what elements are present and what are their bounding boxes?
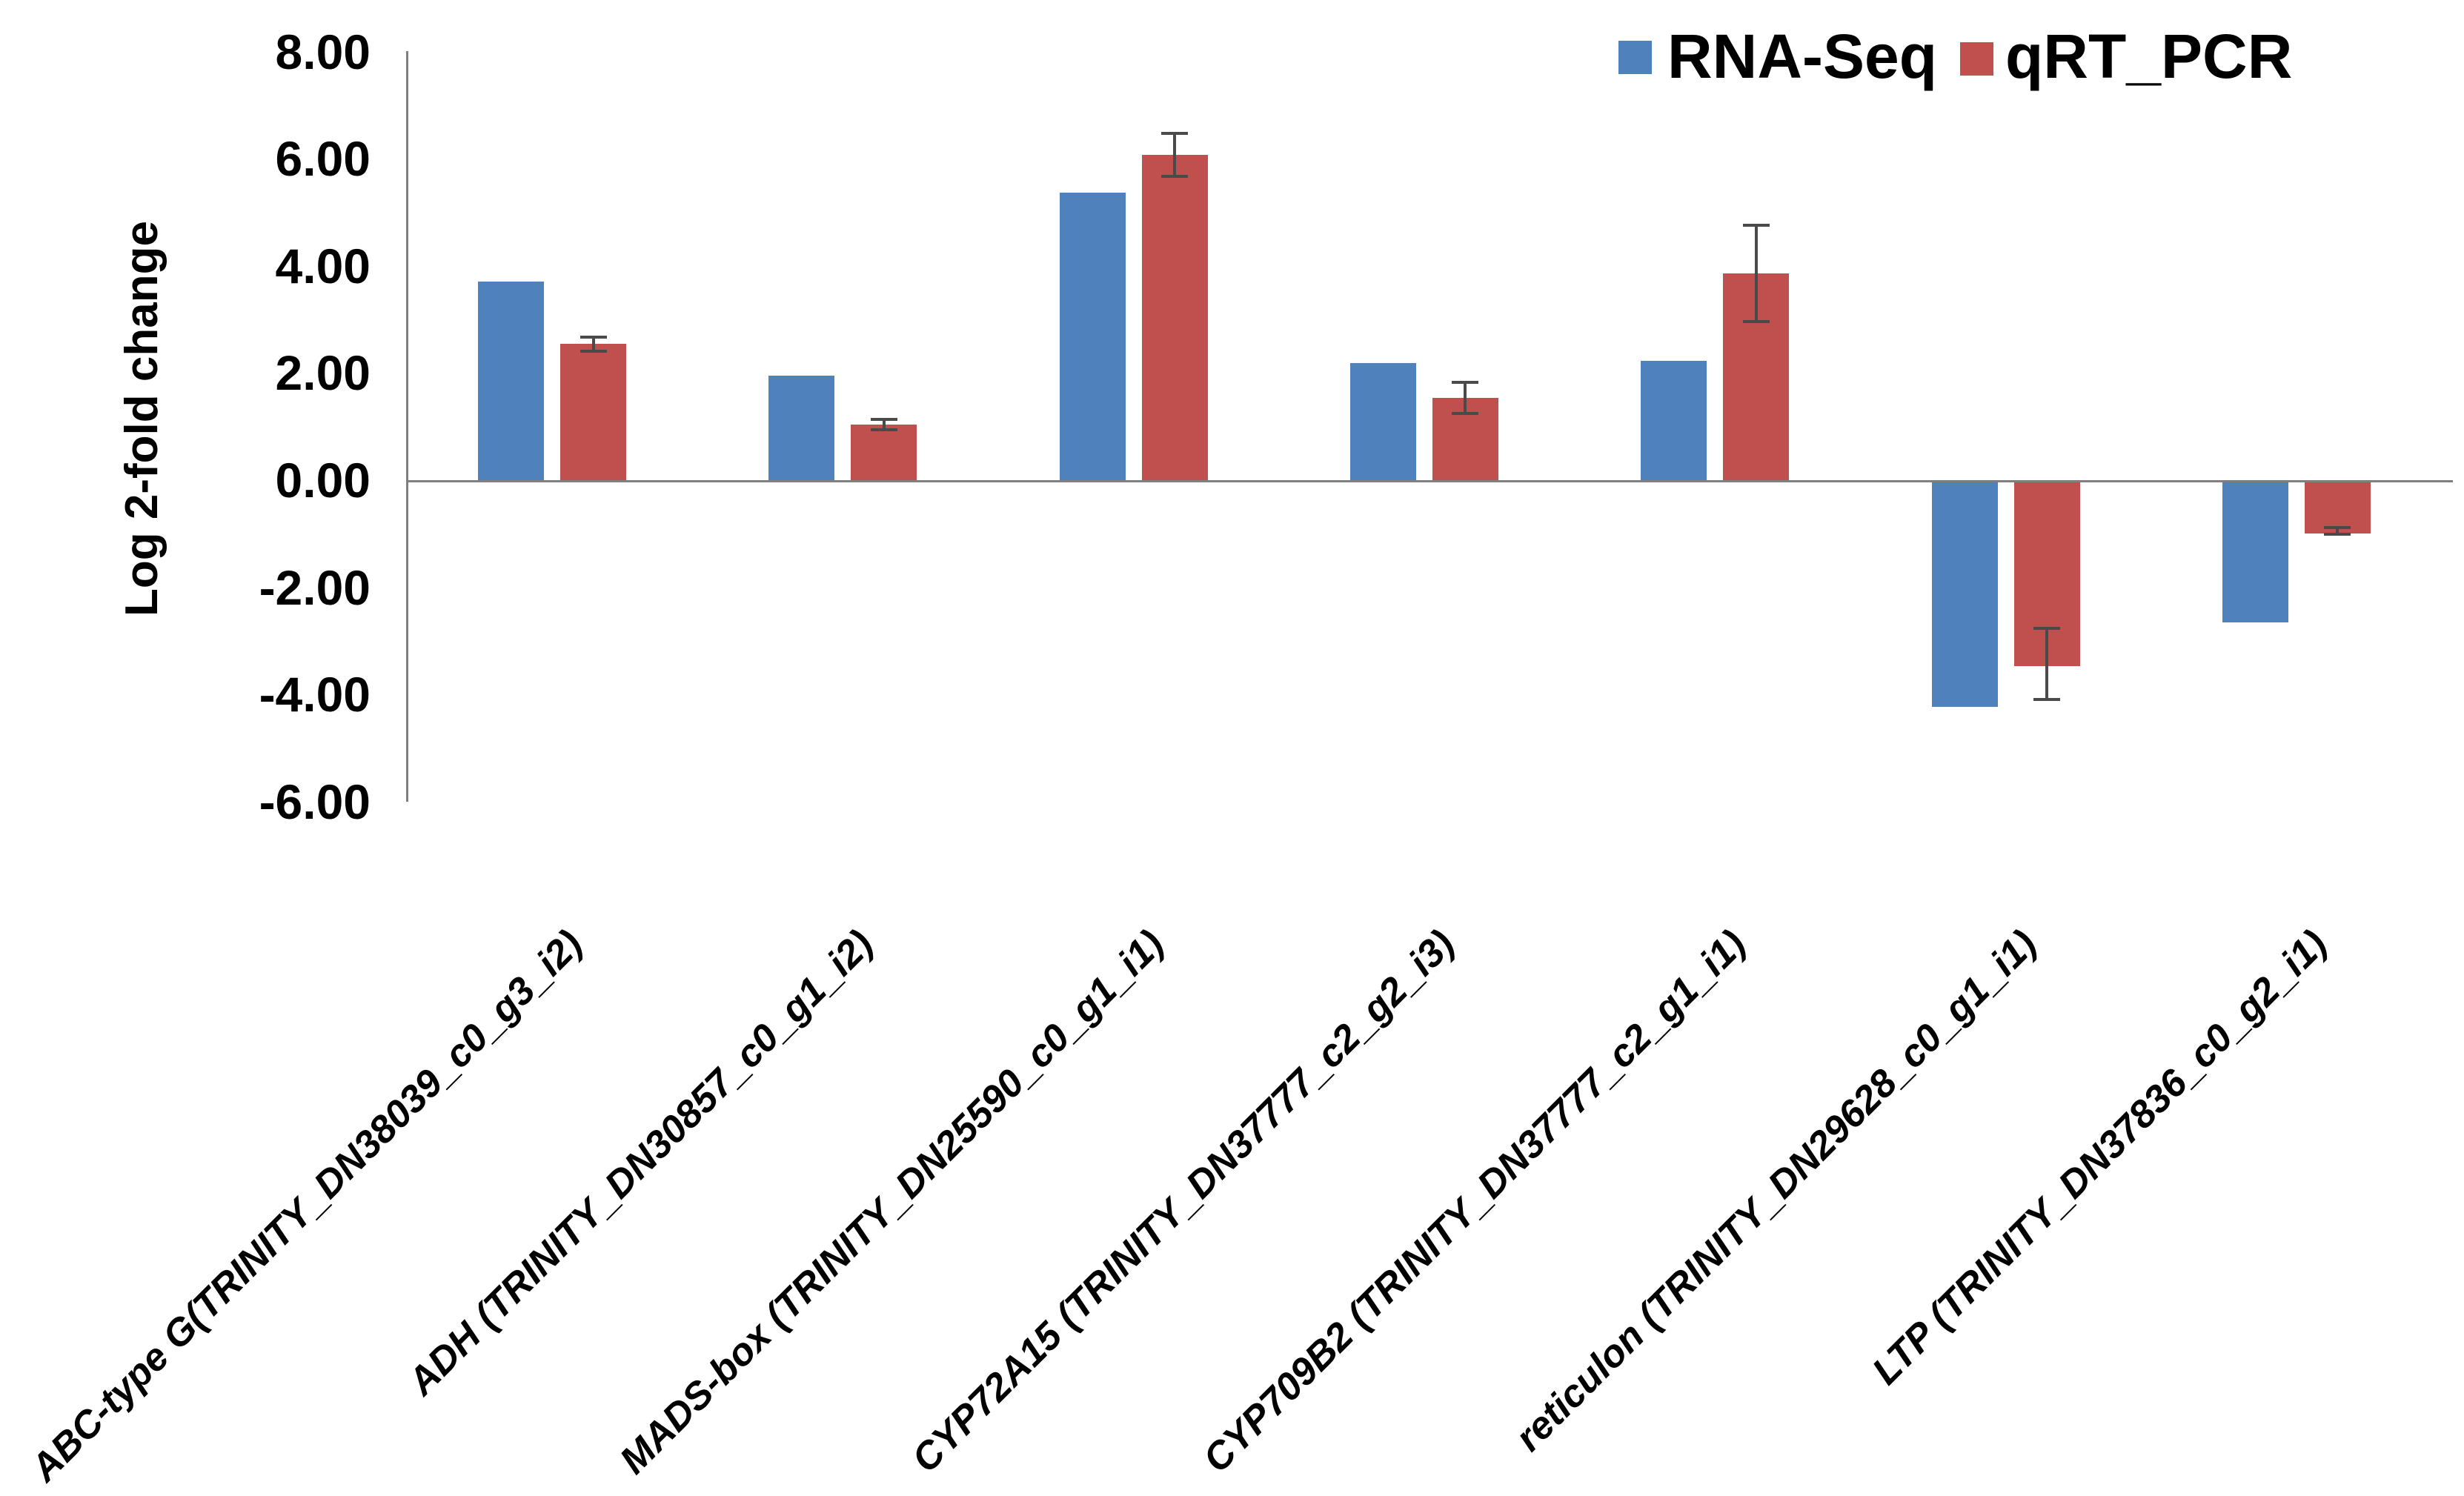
bar-rna-seq [478, 282, 544, 480]
category-label: ADH (TRINITY_DN30857_c0_g1_i2) [399, 922, 882, 1404]
error-bar [2336, 528, 2340, 535]
error-bar-cap-bottom [580, 349, 607, 353]
category-label: CYP709B2 (TRINITY_DN37777_c2_g1_i1) [1195, 922, 1754, 1481]
y-tick-label: 2.00 [275, 345, 371, 401]
legend-swatch-qrt-pcr [1960, 42, 1993, 76]
bar-rna-seq [2222, 482, 2288, 622]
error-bar [2045, 628, 2049, 699]
bar-rna-seq [768, 376, 835, 480]
error-bar [1754, 225, 1758, 322]
error-bar-cap-top [1161, 132, 1189, 136]
error-bar-cap-bottom [1452, 412, 1479, 416]
category-label: ABC-type G(TRINITY_DN38039_c0_g3_i2) [22, 922, 591, 1490]
legend-label-rna-seq: RNA-Seq [1667, 21, 1938, 91]
bar-qrt-pcr [560, 344, 626, 480]
error-bar [1173, 133, 1177, 177]
bar-rna-seq [1931, 482, 1998, 707]
bar-qrt-pcr [2304, 482, 2371, 533]
error-bar-cap-bottom [2324, 533, 2351, 536]
y-tick-label: -2.00 [259, 559, 371, 615]
y-axis-line [406, 51, 408, 802]
category-label: reticulon (TRINITY_DN29628_c0_g1_i1) [1507, 922, 2045, 1460]
error-bar-cap-top [1452, 381, 1479, 385]
legend-label-qrt-pcr: qRT_PCR [2005, 21, 2293, 91]
bar-qrt-pcr [1141, 155, 1208, 480]
y-tick-label: 8.00 [275, 24, 371, 79]
bar-rna-seq [1641, 360, 1707, 480]
error-bar [1464, 382, 1467, 414]
error-bar [591, 336, 595, 351]
error-bar-cap-bottom [1161, 175, 1189, 179]
error-bar-cap-top [580, 335, 607, 339]
y-tick-label: -4.00 [259, 667, 371, 722]
legend-swatch-rna-seq [1618, 41, 1652, 74]
bar-qrt-pcr [851, 424, 917, 480]
category-label: LTP (TRINITY_DN37836_c0_g2_i1) [1864, 922, 2336, 1393]
y-tick-label: 6.00 [275, 131, 371, 187]
error-bar-cap-top [1742, 223, 1770, 227]
bar-rna-seq [1059, 193, 1126, 480]
y-tick-label: 0.00 [275, 453, 371, 508]
y-tick-label: 4.00 [275, 238, 371, 293]
category-label: CYP72A15 (TRINITY_DN37777_c2_g2_i3) [904, 922, 1464, 1481]
x-axis-zero-line [406, 480, 2453, 482]
bar-rna-seq [1349, 363, 1416, 480]
error-bar [882, 419, 886, 430]
error-bar-cap-bottom [870, 428, 897, 432]
error-bar-cap-top [2033, 627, 2061, 631]
error-bar-cap-top [2324, 526, 2351, 530]
category-label: MADS-box (TRINITY_DN25590_c0_g1_i1) [611, 922, 1172, 1483]
y-tick-label: -6.00 [259, 774, 371, 829]
error-bar-cap-bottom [2033, 697, 2061, 701]
error-bar-cap-top [870, 417, 897, 421]
error-bar-cap-bottom [1742, 319, 1770, 323]
